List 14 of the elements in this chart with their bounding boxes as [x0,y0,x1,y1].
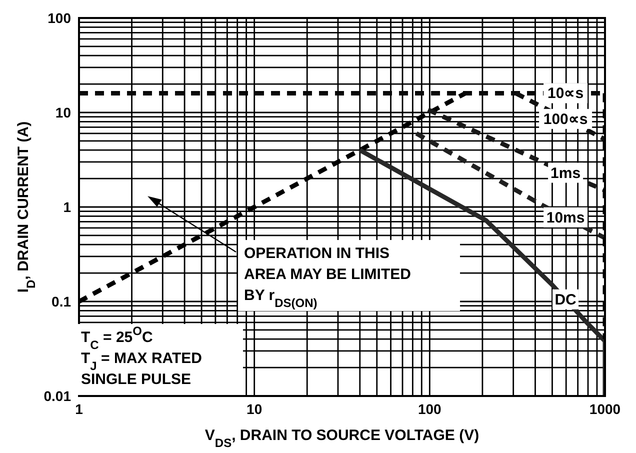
text: T$_{C}$ = 25$^{O}$C T$_{J}$ = MAX RATED SINGLE PULSE [81,324,202,388]
x-tick-label: 100 [418,400,442,417]
x-tick-label: 10 [246,400,262,417]
series-label: 10∝s [548,85,584,102]
x-tick-label: 1000 [589,400,621,417]
x-axis-title: V$_{DS}$, DRAIN TO SOURCE VOLTAGE (V) [204,427,480,450]
y-tick-label: 0.1 [52,293,72,310]
y-tick-label: 10 [55,104,72,120]
y-tick-label: 0.01 [44,388,72,404]
y-tick-label: 100 [48,10,72,26]
annotation: OPERATION IN THIS AREA MAY BE LIMITED BY r$_{DS(ON)}$ [244,245,412,310]
series-label: 100∝s [543,110,588,128]
y-tick-label: 1 [63,198,72,215]
x-tick-label: 1 [75,400,84,417]
